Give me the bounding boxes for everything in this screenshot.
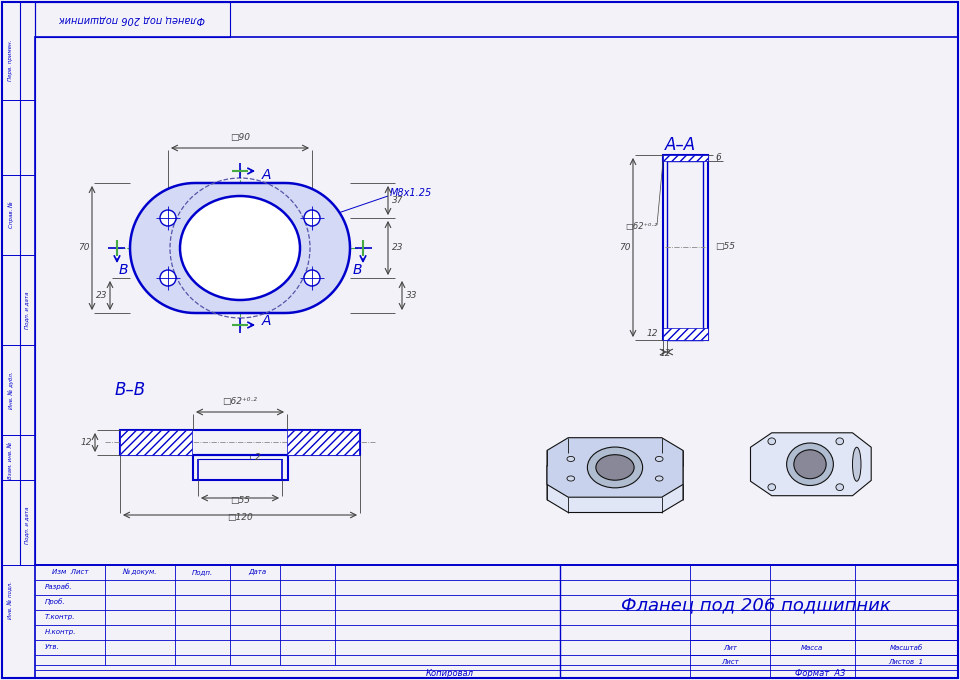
Text: Инв. № дубл.: Инв. № дубл.	[9, 371, 13, 409]
Text: A–A: A–A	[664, 136, 696, 154]
Text: Копировал: Копировал	[426, 670, 474, 679]
Ellipse shape	[794, 449, 827, 479]
Bar	[35, 565, 958, 678]
Polygon shape	[751, 432, 872, 496]
Bar	[663, 155, 708, 340]
Ellipse shape	[180, 196, 300, 300]
Bar	[120, 430, 360, 455]
Ellipse shape	[596, 455, 635, 480]
Bar	[663, 328, 708, 340]
Text: Дата: Дата	[248, 569, 266, 575]
Text: Справ. №: Справ. №	[9, 201, 13, 228]
Text: Утв.: Утв.	[45, 644, 60, 650]
Text: □62⁺⁰·²: □62⁺⁰·²	[223, 397, 257, 406]
Text: Листов  1: Листов 1	[888, 659, 924, 665]
Text: Формат  A3: Формат A3	[795, 670, 845, 679]
Ellipse shape	[567, 476, 575, 481]
Bar	[667, 161, 703, 340]
Text: □120: □120	[228, 513, 252, 522]
Circle shape	[160, 270, 176, 286]
Ellipse shape	[656, 476, 663, 481]
Ellipse shape	[836, 438, 844, 445]
Text: Фланец под 206 подшипник: Фланец под 206 подшипник	[59, 14, 205, 24]
Circle shape	[304, 210, 320, 226]
Text: 70: 70	[619, 243, 631, 252]
Text: Подп. и дата: Подп. и дата	[25, 291, 30, 328]
Text: Фланец под 206 подшипник: Фланец под 206 подшипник	[621, 596, 891, 614]
Text: Подп.: Подп.	[191, 569, 212, 575]
Text: Разраб.: Разраб.	[45, 583, 73, 590]
Text: 6: 6	[715, 154, 721, 163]
Text: A: A	[262, 168, 272, 182]
Text: Подп. и дата: Подп. и дата	[25, 506, 30, 544]
Ellipse shape	[768, 438, 776, 445]
Text: 70: 70	[78, 243, 89, 252]
Ellipse shape	[768, 483, 776, 490]
Text: M8x1.25: M8x1.25	[390, 188, 432, 198]
Text: 12: 12	[81, 438, 92, 447]
Text: Масштаб: Масштаб	[889, 645, 923, 651]
Text: Проб.: Проб.	[45, 598, 65, 605]
Bar	[193, 455, 288, 480]
Text: B: B	[352, 263, 362, 277]
Bar	[663, 155, 708, 161]
Text: □55: □55	[230, 496, 250, 505]
Text: Т.контр.: Т.контр.	[45, 614, 76, 620]
Ellipse shape	[656, 456, 663, 462]
Text: Взам. инв. №: Взам. инв. №	[9, 441, 13, 479]
Text: 23: 23	[392, 243, 403, 252]
Polygon shape	[130, 183, 350, 313]
Text: B: B	[118, 263, 128, 277]
Text: 33: 33	[406, 291, 418, 300]
Polygon shape	[547, 438, 683, 497]
Text: Лит: Лит	[723, 645, 737, 651]
Text: □55: □55	[715, 243, 735, 252]
Bar	[35, 37, 958, 565]
Text: 12: 12	[660, 349, 671, 358]
Text: Н.контр.: Н.контр.	[45, 629, 77, 635]
Ellipse shape	[567, 456, 575, 462]
Polygon shape	[547, 453, 683, 513]
Text: A: A	[262, 314, 272, 328]
Text: Перв. примен.: Перв. примен.	[9, 39, 13, 81]
Circle shape	[304, 270, 320, 286]
Bar	[120, 430, 192, 455]
Text: Инв. № подл.: Инв. № подл.	[9, 581, 13, 619]
Ellipse shape	[588, 447, 642, 488]
Text: □62⁺⁰·²: □62⁺⁰·²	[626, 222, 658, 231]
Bar	[35, 2, 230, 37]
Bar	[287, 430, 359, 455]
Ellipse shape	[852, 447, 861, 481]
Text: □90: □90	[230, 133, 250, 142]
Text: Масса: Масса	[801, 645, 823, 651]
Circle shape	[160, 210, 176, 226]
Text: Лист: Лист	[721, 659, 739, 665]
Text: Изм  Лист: Изм Лист	[52, 569, 88, 575]
Ellipse shape	[786, 443, 833, 486]
Text: 23: 23	[96, 291, 108, 300]
Ellipse shape	[836, 483, 844, 490]
Text: № докум.: № докум.	[123, 568, 157, 575]
Text: 2: 2	[255, 452, 261, 462]
Text: B–B: B–B	[114, 381, 146, 399]
Text: 12: 12	[646, 330, 658, 339]
Text: 37: 37	[392, 196, 403, 205]
